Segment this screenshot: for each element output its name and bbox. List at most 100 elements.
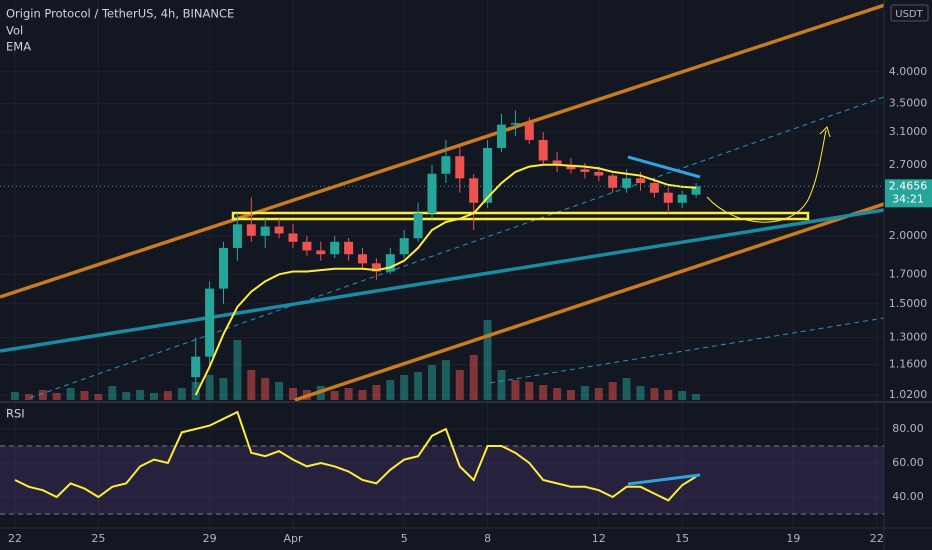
volume-bar [247,370,256,400]
volume-bar [580,386,589,400]
x-tick-label: 22 [870,532,884,545]
y-tick-label: 3.5000 [889,96,928,109]
arrow-head [819,126,831,138]
volume-bar [233,340,242,400]
candle-body [413,213,423,239]
candle-body [496,124,506,148]
volume-bar [469,355,478,400]
support-zone [231,211,810,221]
volume [11,320,701,400]
currency-box[interactable] [890,4,929,22]
volume-bar [636,386,645,400]
candle-body [538,139,548,161]
x-tick-label: 25 [91,532,105,545]
volume-bar [219,378,228,400]
volume-bar [427,365,436,400]
candle-body [330,241,340,255]
divergence-price [627,155,701,179]
candle-body [260,226,270,236]
candle-body [316,250,326,255]
volume-bar [594,388,603,400]
rsi-tick-label: 60.00 [892,456,924,469]
volume-bar [414,372,423,400]
x-tick-label: 12 [592,532,606,545]
volume-bar [566,390,575,400]
price-label: 2.4656 [889,179,928,192]
volume-bar [539,385,548,400]
volume-bar [511,380,520,400]
volume-bar [11,392,20,400]
y-tick-label: 2.7000 [889,158,928,171]
volume-bar [122,392,131,400]
volume-bar [344,388,353,400]
y-tick-label: 1.1600 [889,358,928,371]
volume-bar [52,393,61,400]
drawings [0,3,884,401]
candle-body [441,156,451,174]
candle-body [371,263,381,272]
candle-body [663,192,673,203]
chart-title: Origin Protocol / TetherUS, 4h, BINANCE [6,7,234,21]
candles [0,110,884,396]
channel-low-dashed [489,317,884,384]
rsi-title: RSI [6,407,25,421]
volume-bar [497,370,506,400]
volume-bar [358,390,367,400]
y-tick-label: 1.5000 [889,297,928,310]
x-tick-label: Apr [283,532,303,545]
volume-bar [150,393,159,400]
channel-mid [29,96,884,399]
ema-line [194,163,697,396]
rsi-tick-label: 80.00 [892,422,924,435]
candle-body [594,171,604,176]
projection-arrow [706,129,827,223]
candle-body [427,173,437,214]
volume-bar [692,394,701,400]
rsi-band [0,446,884,515]
candle-body [302,241,312,251]
y-tick-label: 4.0000 [889,65,928,78]
volume-bar [441,360,450,400]
volume-bar [455,370,464,400]
candle-body [385,254,395,272]
candle-body [191,356,201,378]
candle-body [399,238,409,255]
divergence-rsi [627,473,701,486]
volume-bar [163,391,172,400]
y-tick-label: 1.7000 [889,267,928,280]
volume-bar [80,391,89,400]
volume-bar [66,388,75,400]
candle-body [357,254,367,264]
candle-body [691,186,701,195]
volume-bar [483,320,492,400]
volume-bar [650,388,659,400]
candle-body [635,178,645,184]
volume-bar [275,382,284,400]
channel-lower [294,202,884,401]
volume-bar [622,378,631,400]
volume-bar [108,386,117,400]
volume-bar [400,375,409,400]
x-tick-label: 22 [8,532,22,545]
candle-body [483,147,493,203]
channel-upper [0,3,884,299]
x-tick-label: 8 [484,532,491,545]
volume-bar [678,391,687,400]
indicator-label: EMA [6,40,31,54]
candle-body [677,194,687,203]
y-tick-label: 1.3000 [889,331,928,344]
candle-body [580,169,590,172]
candle-body [344,241,354,255]
candle-body [219,247,229,289]
volume-bar [553,388,562,400]
rsi-pane [0,410,884,515]
x-tick-label: 29 [203,532,217,545]
volume-bar [191,382,200,400]
candle-body [469,178,479,203]
x-tick-label: 5 [401,532,408,545]
candle-body [274,226,284,234]
volume-bar [261,378,270,400]
y-tick-label: 3.1000 [889,125,928,138]
volume-bar [386,380,395,400]
volume-bar [330,391,339,400]
